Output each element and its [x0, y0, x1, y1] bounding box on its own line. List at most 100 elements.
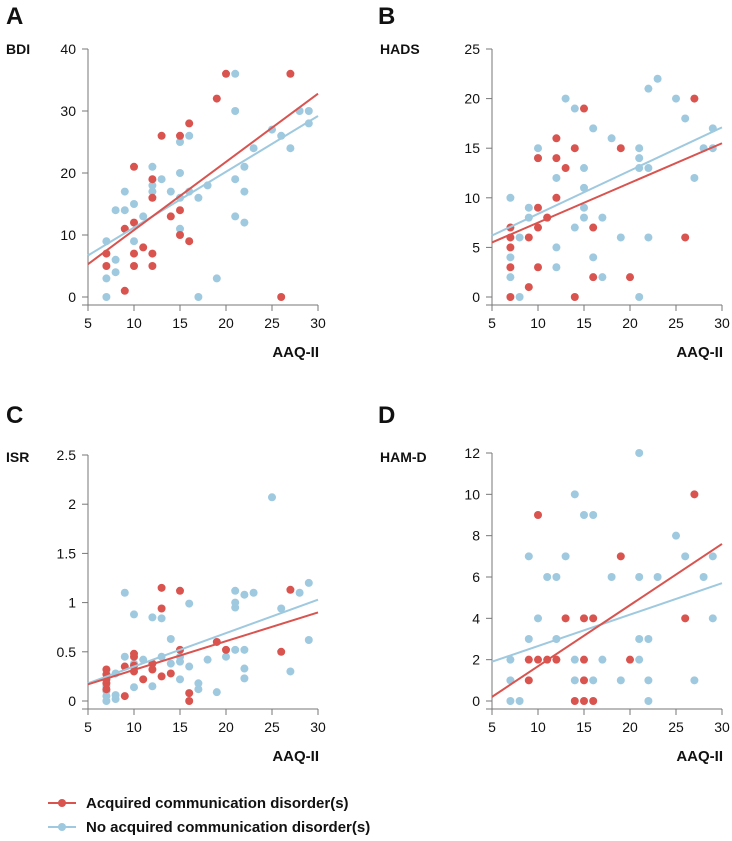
- x-tick-label-b: 25: [668, 315, 684, 331]
- point-none-a: [130, 237, 138, 246]
- x-tick-label-c: 20: [218, 719, 234, 735]
- point-none-c: [240, 664, 249, 673]
- point-acquired-a: [148, 175, 157, 184]
- point-none-b: [534, 144, 542, 153]
- point-acquired-d: [524, 676, 533, 685]
- point-acquired-c: [286, 585, 295, 594]
- y-tick-label-d: 8: [472, 528, 480, 544]
- point-acquired-c: [185, 689, 194, 698]
- y-tick-label-c: 2: [68, 496, 76, 512]
- y-tick-label-a: 0: [68, 289, 76, 305]
- legend-item-none: No acquired communication disorder(s): [48, 819, 370, 836]
- point-none-c: [240, 590, 249, 599]
- point-none-c: [166, 635, 175, 644]
- point-acquired-a: [176, 206, 184, 215]
- point-acquired-a: [130, 162, 138, 171]
- point-none-d: [589, 676, 598, 685]
- point-none-b: [690, 173, 699, 182]
- y-tick-label-a: 10: [60, 227, 76, 243]
- point-none-c: [240, 674, 249, 683]
- point-none-c: [194, 685, 203, 694]
- fit-line-none-b: [491, 126, 723, 237]
- legend: Acquired communication disorder(s) No ac…: [48, 795, 370, 836]
- y-tick-label-d: 2: [472, 652, 480, 668]
- point-none-c: [222, 652, 230, 661]
- point-acquired-b: [524, 283, 533, 292]
- point-acquired-c: [157, 604, 166, 613]
- point-acquired-d: [561, 614, 570, 623]
- fit-line-acquired-a: [87, 92, 319, 265]
- point-none-a: [185, 131, 194, 140]
- point-none-a: [194, 293, 203, 301]
- y-tick-label-c: 0: [68, 693, 76, 709]
- point-none-a: [111, 268, 120, 277]
- point-none-b: [552, 243, 561, 252]
- point-none-c: [130, 610, 138, 619]
- point-none-c: [185, 599, 194, 608]
- x-tick-label-a: 30: [310, 315, 326, 331]
- point-acquired-a: [130, 262, 138, 270]
- point-none-b: [570, 223, 579, 232]
- x-axis-label-a: AAQ-II: [272, 344, 319, 361]
- y-tick-label-b: 25: [464, 41, 480, 57]
- y-tick-label-b: 10: [464, 190, 480, 206]
- point-none-d: [570, 655, 579, 664]
- point-none-a: [102, 293, 111, 301]
- point-none-b: [589, 253, 598, 262]
- point-acquired-b: [616, 144, 625, 153]
- point-acquired-a: [176, 131, 184, 140]
- point-acquired-d: [580, 655, 588, 664]
- point-none-b: [644, 164, 653, 173]
- point-none-b: [589, 124, 598, 133]
- point-acquired-b: [552, 134, 561, 143]
- point-acquired-a: [102, 262, 111, 270]
- point-none-d: [690, 676, 699, 685]
- point-none-b: [515, 293, 524, 301]
- point-none-a: [176, 169, 184, 177]
- point-none-b: [635, 144, 644, 153]
- point-none-a: [304, 107, 313, 115]
- point-acquired-b: [506, 263, 515, 272]
- point-acquired-c: [130, 649, 138, 658]
- x-tick-label-a: 5: [84, 315, 92, 331]
- x-tick-label-c: 10: [126, 719, 142, 735]
- point-none-b: [607, 134, 616, 143]
- point-none-a: [120, 187, 129, 196]
- point-acquired-a: [148, 249, 157, 258]
- point-none-a: [286, 144, 295, 153]
- point-none-b: [598, 213, 607, 222]
- point-none-c: [304, 578, 313, 587]
- x-tick-label-d: 15: [576, 719, 592, 735]
- point-acquired-c: [185, 697, 194, 705]
- point-none-c: [231, 598, 240, 607]
- point-none-b: [552, 173, 561, 182]
- point-none-c: [231, 586, 240, 595]
- point-none-b: [552, 263, 561, 272]
- x-tick-label-b: 30: [714, 315, 730, 331]
- point-acquired-b: [589, 223, 598, 232]
- x-tick-label-d: 20: [622, 719, 638, 735]
- point-none-a: [120, 206, 129, 215]
- point-acquired-c: [102, 685, 111, 694]
- point-none-b: [635, 293, 644, 301]
- point-none-b: [580, 183, 588, 192]
- fit-line-none-c: [87, 598, 319, 685]
- point-acquired-a: [166, 212, 175, 221]
- point-none-d: [524, 635, 533, 643]
- x-tick-label-b: 15: [576, 315, 592, 331]
- point-acquired-d: [524, 655, 533, 664]
- point-none-d: [598, 655, 607, 664]
- point-none-d: [534, 614, 542, 623]
- panel-letter-b: B: [378, 3, 395, 30]
- point-acquired-b: [561, 164, 570, 173]
- point-acquired-d: [690, 490, 699, 499]
- point-none-d: [635, 635, 644, 643]
- point-none-a: [268, 125, 276, 134]
- x-axis-label-d: AAQ-II: [676, 748, 723, 765]
- point-acquired-a: [148, 193, 157, 202]
- point-none-c: [120, 588, 129, 597]
- point-acquired-d: [534, 511, 542, 519]
